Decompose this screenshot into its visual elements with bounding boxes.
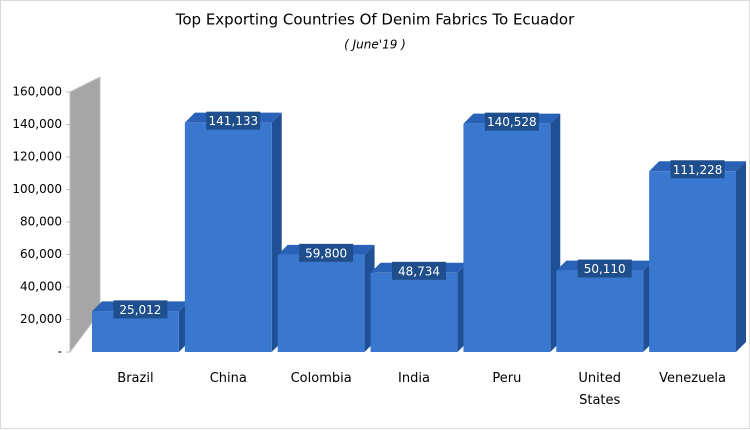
value-label-box [484, 112, 539, 131]
bar [556, 270, 644, 352]
x-tick-label: Colombia [290, 371, 352, 386]
x-tick-label: Brazil [117, 371, 154, 386]
y-tick-label: 40,000 [20, 280, 62, 294]
y-tick-label: 20,000 [20, 312, 62, 326]
y-tick-label: 160,000 [12, 85, 62, 99]
y-tick-label: - [58, 345, 62, 359]
value-label-box [392, 261, 446, 280]
bar [277, 254, 365, 352]
bar-side [736, 161, 746, 352]
bar [370, 272, 458, 352]
bar [649, 171, 736, 352]
value-label-box [206, 111, 261, 130]
value-label: 59,800 [305, 246, 347, 260]
y-tick-label: 120,000 [12, 150, 62, 164]
bar [463, 123, 551, 352]
chart-subtitle: ( June'19 ) [344, 38, 406, 52]
value-label-box [113, 300, 168, 319]
x-tick-label: India [398, 371, 430, 386]
y-tick-label: 100,000 [12, 182, 62, 196]
chart-title: Top Exporting Countries Of Denim Fabrics… [175, 11, 575, 29]
value-label: 141,133 [208, 114, 258, 128]
value-label: 140,528 [487, 115, 537, 129]
value-label: 25,012 [119, 303, 161, 317]
x-tick-label: Peru [492, 371, 522, 386]
value-label-box [577, 259, 632, 278]
y-tick-label: 80,000 [20, 215, 62, 229]
x-tick-label: Venezuela [659, 371, 726, 386]
y-tick-label: 140,000 [12, 117, 62, 131]
value-label: 111,228 [673, 163, 723, 177]
x-tick-label: United States [578, 371, 622, 408]
y-tick-label: 60,000 [20, 247, 62, 261]
bar [184, 122, 272, 352]
value-label-box [670, 160, 725, 179]
value-label: 50,110 [584, 262, 626, 276]
x-tick-label: China [209, 371, 247, 386]
value-label-box [299, 243, 354, 262]
value-label: 48,734 [398, 264, 440, 278]
